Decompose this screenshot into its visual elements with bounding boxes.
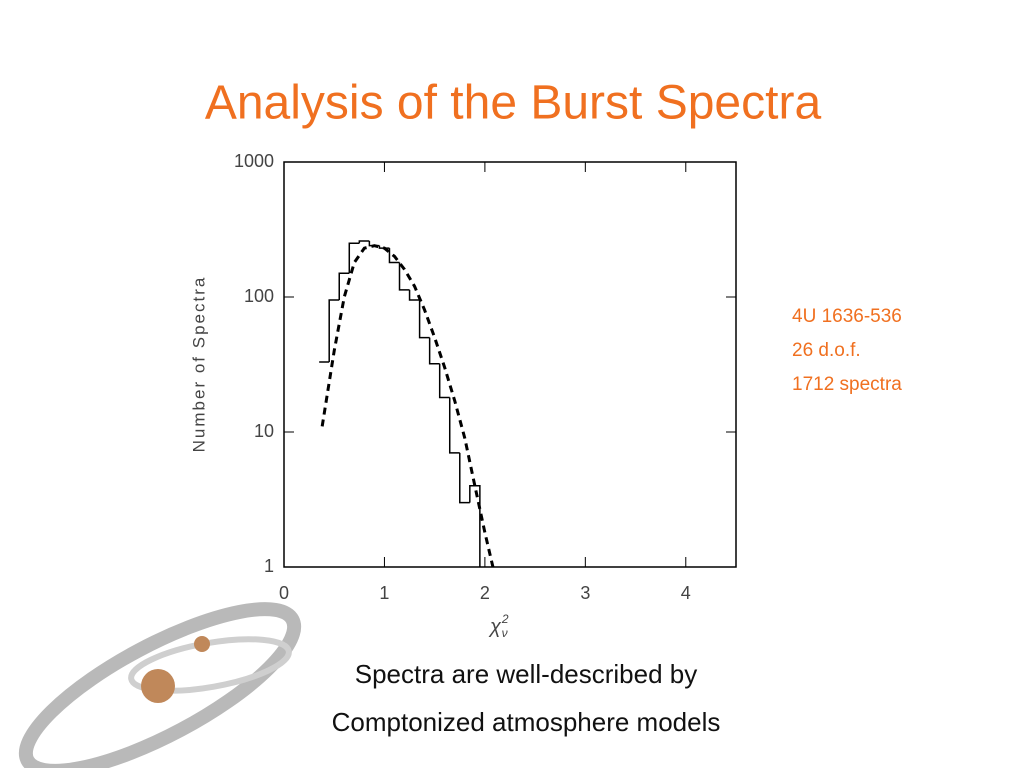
plot-frame [283, 161, 737, 568]
x-tick-label: 2 [480, 583, 490, 603]
histogram-bin [348, 242, 360, 274]
x-tick-label: 3 [580, 583, 590, 603]
x-axis-label: χ2 ν [488, 612, 509, 640]
x-axis-label-sub: ν [502, 626, 508, 640]
y-tick-label: 1 [264, 556, 274, 576]
x-tick-label: 0 [279, 583, 289, 603]
x-axis-label-sup: 2 [501, 612, 509, 626]
histogram-bin [358, 240, 370, 244]
histogram-bin [469, 484, 481, 567]
logo-planet [141, 669, 175, 703]
histogram-bin [388, 248, 400, 264]
histogram-bin [408, 289, 420, 301]
histogram-bin [328, 299, 340, 363]
logo-planet [194, 636, 210, 652]
histogram-bin [459, 452, 470, 504]
caption: Spectra are well-described by [355, 659, 698, 689]
histogram-bin [418, 300, 430, 339]
histogram-bin [438, 363, 450, 399]
x-tick-label: 1 [379, 583, 389, 603]
histogram-bin [398, 262, 410, 291]
slide-title: Analysis of the Burst Spectra [205, 77, 822, 130]
caption: Comptonized atmosphere models [332, 707, 721, 737]
logo [18, 602, 302, 773]
fit-line [320, 244, 495, 568]
histogram-bin [448, 397, 460, 454]
histogram-bin [428, 337, 440, 365]
y-axis-label: Number of Spectra [189, 276, 208, 453]
annotation: 4U 1636-536 [792, 306, 902, 327]
logo-ring [18, 602, 302, 773]
annotation: 26 d.o.f. [792, 340, 861, 361]
histogram-bin [338, 272, 350, 301]
x-tick-label: 4 [681, 583, 691, 603]
annotation: 1712 spectra [792, 374, 902, 395]
y-tick-label: 10 [254, 421, 274, 441]
y-tick-label: 100 [244, 286, 274, 306]
x-axis-label-main: χ [488, 616, 502, 638]
y-tick-label: 1000 [234, 151, 274, 171]
